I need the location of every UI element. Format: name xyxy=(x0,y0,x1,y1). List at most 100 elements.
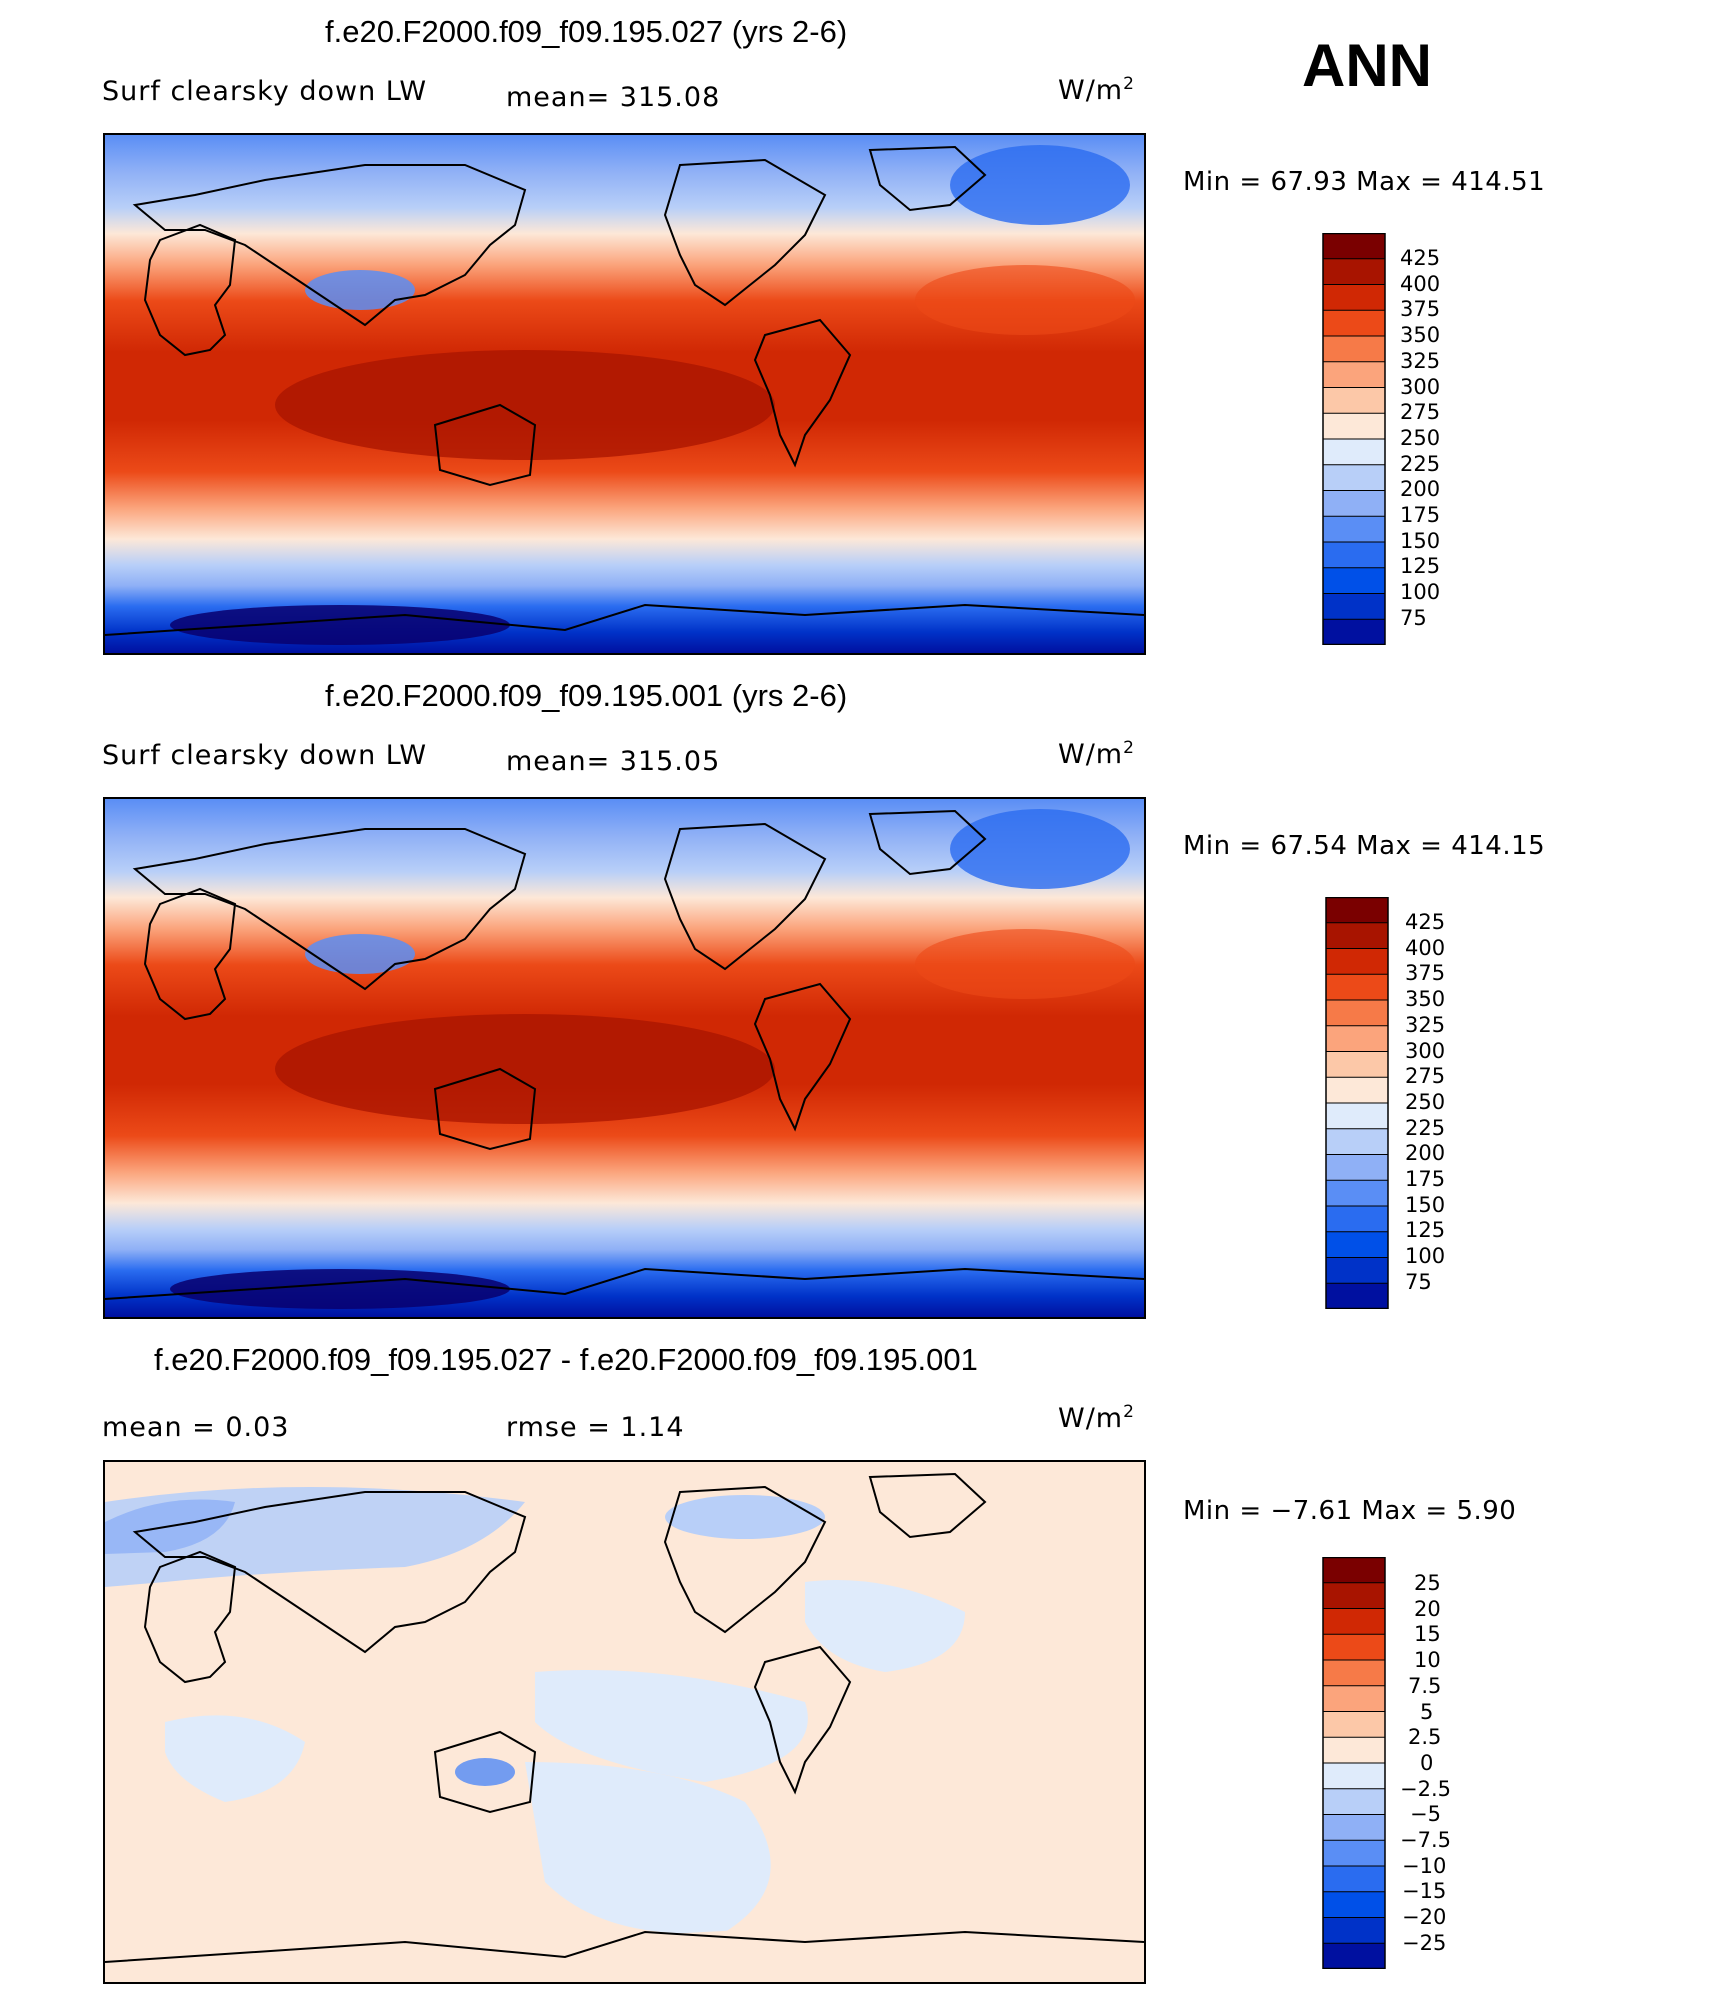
tick: 0 xyxy=(1420,1750,1434,1775)
panel1-atlantic-warm xyxy=(915,265,1135,335)
tick: 275 xyxy=(1400,400,1441,425)
tick: 375 xyxy=(1405,961,1446,986)
colorbar-bin xyxy=(1322,1659,1386,1687)
tick: 300 xyxy=(1405,1038,1446,1063)
tick: 350 xyxy=(1405,987,1446,1012)
tick: 15 xyxy=(1414,1622,1441,1647)
colorbar-bin xyxy=(1322,618,1386,646)
panel3-mean: mean = 0.03 xyxy=(102,1412,290,1443)
colorbar-bin xyxy=(1325,1231,1389,1259)
tick: 400 xyxy=(1400,271,1441,296)
colorbar-bin xyxy=(1322,361,1386,389)
tick: 225 xyxy=(1405,1115,1446,1140)
panel2-title: f.e20.F2000.f09_f09.195.001 (yrs 2-6) xyxy=(325,678,848,713)
tick: 200 xyxy=(1400,477,1441,502)
panel3-south-pacific-negative xyxy=(525,1762,771,1934)
panel1-antarctica-cold xyxy=(170,605,510,645)
colorbar-bin xyxy=(1322,1891,1386,1919)
tick: −25 xyxy=(1402,1930,1447,1955)
tick: 425 xyxy=(1400,246,1441,270)
panel3-colorbar-swatches xyxy=(1322,1556,1386,1970)
panel1-coastlines xyxy=(105,145,1144,636)
panel2-variable: Surf clearsky down LW xyxy=(102,740,428,771)
colorbar-bin xyxy=(1322,309,1386,337)
colorbar-bin xyxy=(1322,1736,1386,1764)
panel1-mean: mean= 315.08 xyxy=(506,82,721,113)
tick: 75 xyxy=(1400,605,1427,630)
colorbar-bin xyxy=(1325,973,1389,1001)
panel2-greenland-cold xyxy=(950,809,1130,889)
panel2-mean: mean= 315.05 xyxy=(506,746,721,777)
colorbar-bin xyxy=(1322,1762,1386,1790)
colorbar-bin xyxy=(1322,335,1386,363)
panel3-rmse: rmse = 1.14 xyxy=(506,1412,685,1443)
panel1-warmpool xyxy=(275,350,775,460)
colorbar-bin xyxy=(1322,490,1386,518)
panel3-minmax: Min = −7.61 Max = 5.90 xyxy=(1183,1496,1517,1526)
panel3-africa-negative xyxy=(165,1715,305,1802)
tick: 400 xyxy=(1405,935,1446,960)
tick: 375 xyxy=(1400,297,1441,322)
panel2-colorbar-swatches xyxy=(1325,896,1389,1310)
colorbar-frame xyxy=(1322,232,1386,646)
tick: 225 xyxy=(1400,451,1441,476)
colorbar-bin xyxy=(1322,1865,1386,1893)
tick: 275 xyxy=(1405,1064,1446,1089)
panel1-minmax: Min = 67.93 Max = 414.51 xyxy=(1183,167,1546,197)
colorbar-bin xyxy=(1325,1205,1389,1233)
panel1-variable: Surf clearsky down LW xyxy=(102,76,428,107)
tick: 200 xyxy=(1405,1141,1446,1166)
panel1-greenland-cold xyxy=(950,145,1130,225)
panel2-colorbar xyxy=(1325,896,1389,1313)
colorbar-bin xyxy=(1325,1257,1389,1285)
panel3-units: W/m2 xyxy=(1058,1402,1135,1434)
tick: −2.5 xyxy=(1400,1776,1451,1801)
colorbar-bin xyxy=(1325,1076,1389,1104)
colorbar-bin xyxy=(1325,1128,1389,1156)
colorbar-bin xyxy=(1322,1942,1386,1970)
tick: 250 xyxy=(1405,1089,1446,1114)
panel2-atlantic-warm xyxy=(915,929,1135,999)
colorbar-bin xyxy=(1325,1025,1389,1053)
tick: 100 xyxy=(1400,580,1441,605)
colorbar-bin xyxy=(1322,464,1386,492)
colorbar-bin xyxy=(1325,1179,1389,1207)
colorbar-bin xyxy=(1322,1608,1386,1636)
panel3-title: f.e20.F2000.f09_f09.195.027 - f.e20.F200… xyxy=(154,1342,978,1377)
panel3-coastlines xyxy=(105,1472,1144,1963)
panel2-units: W/m2 xyxy=(1058,738,1135,770)
tick: 125 xyxy=(1405,1218,1446,1243)
tick: 350 xyxy=(1400,323,1441,348)
panel2-minmax: Min = 67.54 Max = 414.15 xyxy=(1183,831,1546,861)
colorbar-bin xyxy=(1322,1582,1386,1610)
tick: 150 xyxy=(1405,1192,1446,1217)
colorbar-frame xyxy=(1322,1556,1386,1970)
colorbar-bin xyxy=(1322,593,1386,621)
tick: 2.5 xyxy=(1408,1725,1442,1750)
tick: 75 xyxy=(1405,1269,1432,1294)
tick: 125 xyxy=(1400,554,1441,579)
colorbar-bin xyxy=(1322,387,1386,415)
colorbar-bin xyxy=(1325,896,1389,924)
colorbar-bin xyxy=(1325,1282,1389,1310)
panel2-coastlines xyxy=(105,809,1144,1300)
panel3-canada-negative xyxy=(665,1495,825,1539)
colorbar-bin xyxy=(1322,232,1386,260)
panel1-colorbar-swatches xyxy=(1322,232,1386,646)
colorbar-bin xyxy=(1322,438,1386,466)
panel3-colorbar xyxy=(1322,1556,1386,1973)
colorbar-bin xyxy=(1325,1102,1389,1130)
panel1-map xyxy=(103,133,1146,655)
tick: 7.5 xyxy=(1408,1673,1442,1698)
colorbar-bin xyxy=(1322,1917,1386,1945)
panel3-atlantic-negative xyxy=(805,1580,965,1672)
colorbar-bin xyxy=(1322,541,1386,569)
colorbar-bin xyxy=(1325,1154,1389,1182)
season-label: ANN xyxy=(1302,32,1432,99)
colorbar-bin xyxy=(1322,567,1386,595)
panel1-tibet-cold xyxy=(305,270,415,310)
colorbar-frame xyxy=(1325,896,1389,1310)
colorbar-bin xyxy=(1322,412,1386,440)
tick: 300 xyxy=(1400,374,1441,399)
colorbar-bin xyxy=(1322,1556,1386,1584)
